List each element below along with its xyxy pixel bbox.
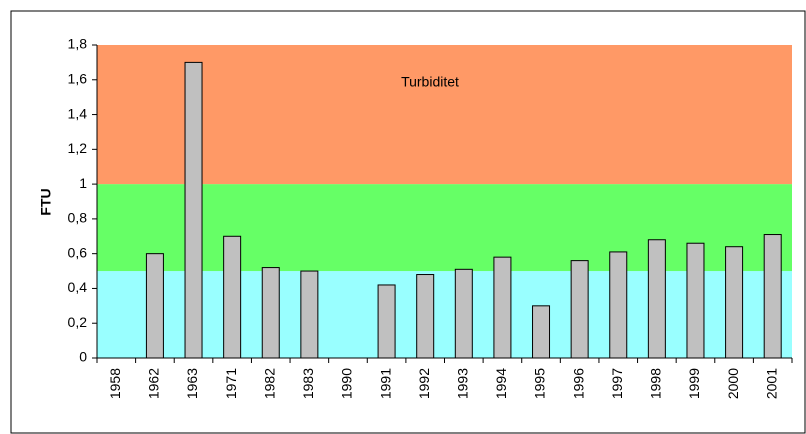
bar xyxy=(145,253,164,359)
bar xyxy=(377,284,396,359)
bar xyxy=(763,234,782,359)
x-tick-label: 1993 xyxy=(455,368,471,399)
y-tick-label: 1,6 xyxy=(68,70,88,86)
bar xyxy=(570,260,589,359)
x-tick-label: 1997 xyxy=(609,368,625,399)
bar xyxy=(416,274,435,359)
x-tick-label: 1982 xyxy=(261,368,277,399)
x-tick-label: 1962 xyxy=(146,368,162,399)
bar xyxy=(184,61,203,359)
y-tick-label: 1,8 xyxy=(68,36,88,52)
bar xyxy=(223,235,242,359)
y-axis-label: FTU xyxy=(38,188,54,215)
x-tick-label: 1992 xyxy=(416,368,432,399)
x-tick-label: 1983 xyxy=(300,368,316,399)
bar xyxy=(300,270,319,359)
x-tick-label: 1995 xyxy=(532,368,548,399)
x-tick-label: 1999 xyxy=(686,368,702,399)
bar xyxy=(686,242,705,359)
y-tick-label: 0,6 xyxy=(68,244,88,260)
x-tick-label: 1990 xyxy=(339,368,355,399)
bar xyxy=(454,268,473,359)
x-tick-label: 2000 xyxy=(725,368,741,399)
x-tick-label: 2001 xyxy=(763,368,779,399)
x-tick-label: 1958 xyxy=(107,368,123,399)
x-tick-label: 1994 xyxy=(493,368,509,399)
x-tick-label: 1998 xyxy=(648,368,664,399)
bar xyxy=(609,251,628,359)
y-tick-label: 0,8 xyxy=(68,210,88,226)
y-tick-label: 0,4 xyxy=(68,279,88,295)
band xyxy=(97,184,792,272)
y-tick-label: 0 xyxy=(79,349,87,365)
annotation: Turbiditet xyxy=(401,74,459,90)
bar xyxy=(261,267,280,359)
x-tick-label: 1963 xyxy=(184,368,200,399)
band xyxy=(97,271,792,358)
x-tick-label: 1971 xyxy=(223,368,239,399)
y-tick-label: 1 xyxy=(79,175,87,191)
bar xyxy=(532,305,551,359)
y-tick-label: 0,2 xyxy=(68,314,88,330)
x-tick-label: 1991 xyxy=(377,368,393,399)
y-tick-label: 1,4 xyxy=(68,105,88,121)
bar xyxy=(493,256,512,359)
y-tick-label: 1,2 xyxy=(68,140,88,156)
bar xyxy=(725,246,744,359)
bar xyxy=(647,239,666,359)
band xyxy=(97,45,792,185)
x-tick-label: 1996 xyxy=(570,368,586,399)
